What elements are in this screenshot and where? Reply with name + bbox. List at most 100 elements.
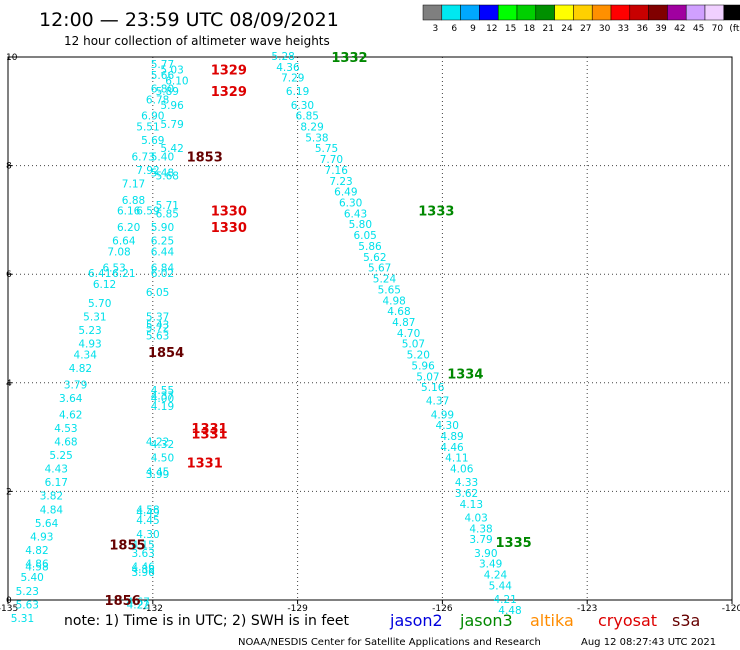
swh-value: 6.02	[151, 268, 174, 280]
swh-value: 6.05	[146, 287, 169, 299]
swh-value: 4.68	[54, 436, 77, 448]
swh-value: 6.80	[151, 83, 174, 95]
swh-value: 6.53	[102, 263, 125, 275]
swh-value: 6.90	[141, 111, 164, 123]
swh-value: 7.17	[122, 179, 145, 191]
satellite-name: altika	[530, 611, 574, 630]
satellite-name: jason2	[389, 611, 443, 630]
swh-value: 5.23	[78, 325, 101, 337]
wave-height-points: 5.775.035.666.106.805.896.785.966.905.79…	[11, 51, 522, 625]
swh-value: 7.16	[325, 165, 349, 177]
swh-value: 5.67	[368, 263, 391, 275]
swh-value: 5.66	[151, 70, 175, 82]
legend-label: 12	[486, 24, 497, 34]
swh-value: 6.30	[339, 198, 362, 210]
swh-value: 6.64	[112, 236, 136, 248]
legend-label: 30	[599, 24, 611, 34]
orbit-number: 1331	[187, 457, 223, 472]
swh-value: 5.16	[421, 382, 445, 394]
swh-value: 5.64	[35, 518, 59, 530]
legend-swatch	[460, 4, 480, 21]
swh-value: 4.13	[460, 499, 483, 511]
swh-value: 6.49	[334, 187, 357, 199]
swh-value: 5.20	[407, 350, 430, 362]
swh-value: 4.84	[40, 504, 64, 516]
plot-axes: -135 -132 -129 -126 -123 -120 0 2 4 6 8 10	[0, 53, 740, 614]
swh-value: 5.43	[146, 320, 169, 332]
swh-value: 7.23	[329, 176, 352, 188]
swh-value: 4.98	[382, 295, 405, 307]
legend-swatch	[667, 4, 687, 21]
swh-value: 4.82	[25, 545, 48, 557]
swh-value: 3.63	[131, 548, 154, 560]
orbit-number: 1854	[148, 346, 184, 361]
swh-value: 6.25	[151, 236, 174, 248]
legend-swatch	[573, 4, 593, 21]
swh-value: 4.38	[131, 564, 154, 576]
orbit-number: 1853	[187, 150, 223, 165]
swh-value: 4.62	[59, 409, 82, 421]
orbit-labels: 1329132918531330133018541331133113311855…	[105, 51, 532, 609]
swh-value: 4.68	[387, 306, 410, 318]
swh-value: 5.75	[315, 143, 338, 155]
swh-value: 4.45	[136, 515, 159, 527]
swh-value: 5.86	[358, 241, 382, 253]
swh-value: 6.41	[88, 268, 111, 280]
legend-swatch	[441, 4, 461, 21]
swh-value: 4.58	[25, 561, 48, 573]
swh-value: 5.28	[271, 51, 294, 63]
swh-value: 4.43	[45, 464, 68, 476]
swh-value: 4.00	[151, 393, 174, 405]
legend-label: 24	[561, 24, 573, 34]
swh-value: 7.70	[320, 154, 343, 166]
legend-label: 21	[542, 24, 553, 34]
swh-value: 5.40	[20, 572, 43, 584]
swh-value: 3.82	[40, 491, 63, 503]
swh-value: 6.17	[45, 477, 68, 489]
swh-value: 4.37	[151, 390, 174, 402]
swh-value: 3.64	[59, 393, 83, 405]
swh-value: 5.07	[416, 371, 439, 383]
satellite-legend: jason2 jason3 altika cryosat s3a	[389, 611, 700, 630]
satellite-name: jason3	[459, 611, 513, 630]
plot-grid	[8, 57, 732, 600]
swh-value: 6.85	[296, 111, 319, 123]
swh-value: 4.55	[151, 385, 174, 397]
credit-line: NOAA/NESDIS Center for Satellite Applica…	[238, 637, 541, 648]
swh-value: 5.03	[160, 64, 183, 76]
swh-value: 6.16	[117, 206, 141, 218]
legend-label: 45	[693, 24, 704, 34]
satellite-name: cryosat	[598, 611, 657, 630]
y-tick-label: 0	[6, 596, 12, 606]
swh-value: 5.51	[136, 122, 159, 134]
legend-swatch	[629, 4, 649, 21]
swh-value: 5.68	[156, 170, 179, 182]
x-tick-label: -135	[0, 604, 18, 614]
swh-value: 5.31	[83, 312, 106, 324]
swh-value: 5.24	[373, 274, 397, 286]
swh-value: 4.19	[151, 401, 174, 413]
swh-value: 5.77	[151, 59, 174, 71]
orbit-number: 1329	[211, 63, 247, 78]
swh-value: 4.89	[440, 431, 463, 443]
swh-value: 5.63	[16, 599, 39, 611]
swh-value: 4.70	[397, 328, 420, 340]
swh-value: 5.89	[156, 86, 179, 98]
swh-value: 4.22	[127, 599, 150, 611]
swh-value: 4.49	[136, 507, 159, 519]
swh-value: 5.42	[160, 143, 183, 155]
y-tick-label: 4	[6, 379, 12, 389]
plot-frame	[7, 56, 733, 601]
orbit-number: 1329	[211, 85, 247, 100]
swh-value: 6.20	[117, 222, 140, 234]
x-tick-label: -120	[722, 604, 740, 614]
swh-value: 3.90	[474, 548, 497, 560]
legend-swatch	[704, 4, 725, 21]
swh-value: 4.46	[131, 561, 155, 573]
swh-value: 4.38	[469, 523, 492, 535]
swh-value: 6.44	[151, 246, 175, 258]
orbit-number: 1856	[105, 594, 141, 609]
swh-value: 5.71	[156, 200, 179, 212]
swh-value: 4.87	[392, 317, 415, 329]
legend-label: 36	[636, 24, 648, 34]
